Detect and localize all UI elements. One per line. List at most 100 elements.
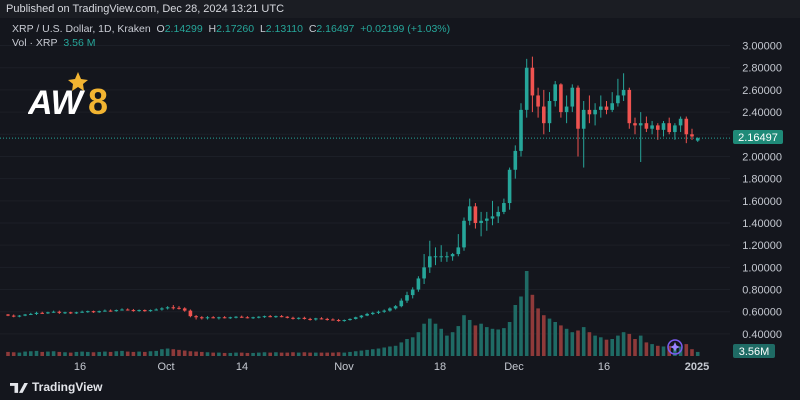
volume-bar <box>114 351 119 356</box>
candle-body <box>103 310 107 312</box>
symbol-name[interactable]: XRP / U.S. Dollar, 1D, Kraken <box>12 23 151 35</box>
candle-body <box>439 256 443 258</box>
candle-body <box>371 312 375 314</box>
candle-body <box>319 318 324 320</box>
volume-bar <box>222 352 227 356</box>
volume-legend[interactable]: Vol · XRP 3.56 M <box>12 37 95 49</box>
candle-body <box>570 87 575 107</box>
candle-body <box>314 318 318 320</box>
candle-body <box>513 150 518 170</box>
volume-bar <box>217 352 221 356</box>
candle-body <box>57 311 62 313</box>
volume-bar <box>496 329 500 356</box>
candle-body <box>63 312 67 314</box>
candle-body <box>274 316 278 318</box>
candle-body <box>285 316 290 318</box>
volume-bar <box>63 352 67 356</box>
candle-body <box>530 67 535 96</box>
time-tick-label: Oct <box>157 361 174 373</box>
candle-body <box>599 106 603 110</box>
star-icon <box>68 72 88 91</box>
candle-body <box>490 216 495 219</box>
candle-body <box>399 300 404 307</box>
volume-bar <box>188 351 193 356</box>
candle-body <box>108 310 113 312</box>
price-tick-label: 2.40000 <box>742 107 782 119</box>
candle-body <box>428 256 432 268</box>
volume-bar <box>616 335 620 356</box>
candle-body <box>200 317 204 319</box>
volume-bar <box>257 352 261 356</box>
candle-body <box>342 320 347 322</box>
volume-bar <box>462 315 466 356</box>
volume-bar <box>559 325 563 356</box>
volume-bar <box>245 352 250 356</box>
svg-text:8: 8 <box>88 81 108 118</box>
volume-bar <box>656 345 660 356</box>
volume-bar <box>376 348 381 356</box>
volume-bar <box>120 350 124 356</box>
volume-bar <box>661 346 666 356</box>
low-label: L <box>259 23 266 35</box>
volume-bar <box>485 327 489 356</box>
candle-body <box>131 310 136 312</box>
candle-body <box>456 247 461 255</box>
candle-body <box>291 317 295 319</box>
candle-body <box>507 169 512 204</box>
candle-body <box>633 123 637 126</box>
high-value: 2.17260 <box>216 23 255 35</box>
candle-body <box>564 106 569 113</box>
last-value-badges: 2.16497 3.56M <box>733 130 783 358</box>
volume-bar <box>234 352 238 356</box>
candle-body <box>29 313 33 315</box>
time-axis[interactable]: 16 Oct 14 Nov 18 Dec 16 2025 <box>74 361 709 373</box>
candle-body <box>143 310 147 312</box>
volume-bar <box>302 352 307 356</box>
symbol-legend[interactable]: XRP / U.S. Dollar, 1D, Kraken O2.14299 H… <box>12 23 450 35</box>
candle-body <box>450 254 455 257</box>
candle-body <box>11 315 16 317</box>
volume-bar <box>291 352 295 356</box>
volume-bar <box>274 352 278 356</box>
volume-bar <box>125 351 130 356</box>
price-axis[interactable]: 3.000002.800002.600002.400002.200002.000… <box>742 41 782 341</box>
sparkle-marker-icon[interactable] <box>667 339 683 355</box>
candle-body <box>667 123 671 133</box>
volume-bar <box>325 352 329 356</box>
volume-bar <box>171 349 176 356</box>
candle-body <box>467 206 472 221</box>
candle-body <box>644 123 649 129</box>
candle-body <box>40 312 44 314</box>
volume-bar <box>570 332 575 356</box>
grid <box>0 45 730 335</box>
volume-bar <box>143 351 147 356</box>
volume-bar <box>456 326 461 356</box>
volume-bar <box>547 318 552 356</box>
candle-body <box>97 311 101 313</box>
volume-bar <box>359 350 364 356</box>
candle-body <box>194 316 198 318</box>
volume-bar <box>502 328 506 356</box>
candle-body <box>262 316 267 318</box>
candle-body <box>6 314 10 316</box>
candle-body <box>581 109 586 129</box>
volume-bar <box>536 308 540 356</box>
footer-brand: TradingView <box>32 380 103 394</box>
candle-body <box>524 67 529 110</box>
candle-body <box>559 84 563 113</box>
candle-body <box>51 311 56 313</box>
tradingview-logo[interactable]: TradingView <box>10 380 102 394</box>
candle-body <box>376 311 381 313</box>
open-label: O <box>156 23 165 35</box>
last-volume-badge <box>733 344 775 358</box>
volume-bar <box>40 351 44 356</box>
candle-body <box>496 211 500 217</box>
candle-body <box>684 118 689 135</box>
volume-bar <box>581 327 586 356</box>
candle-body <box>331 319 335 321</box>
candle-body <box>336 320 341 322</box>
volume-bar <box>194 351 198 356</box>
candle-body <box>382 310 386 312</box>
volume-bar <box>68 352 73 356</box>
